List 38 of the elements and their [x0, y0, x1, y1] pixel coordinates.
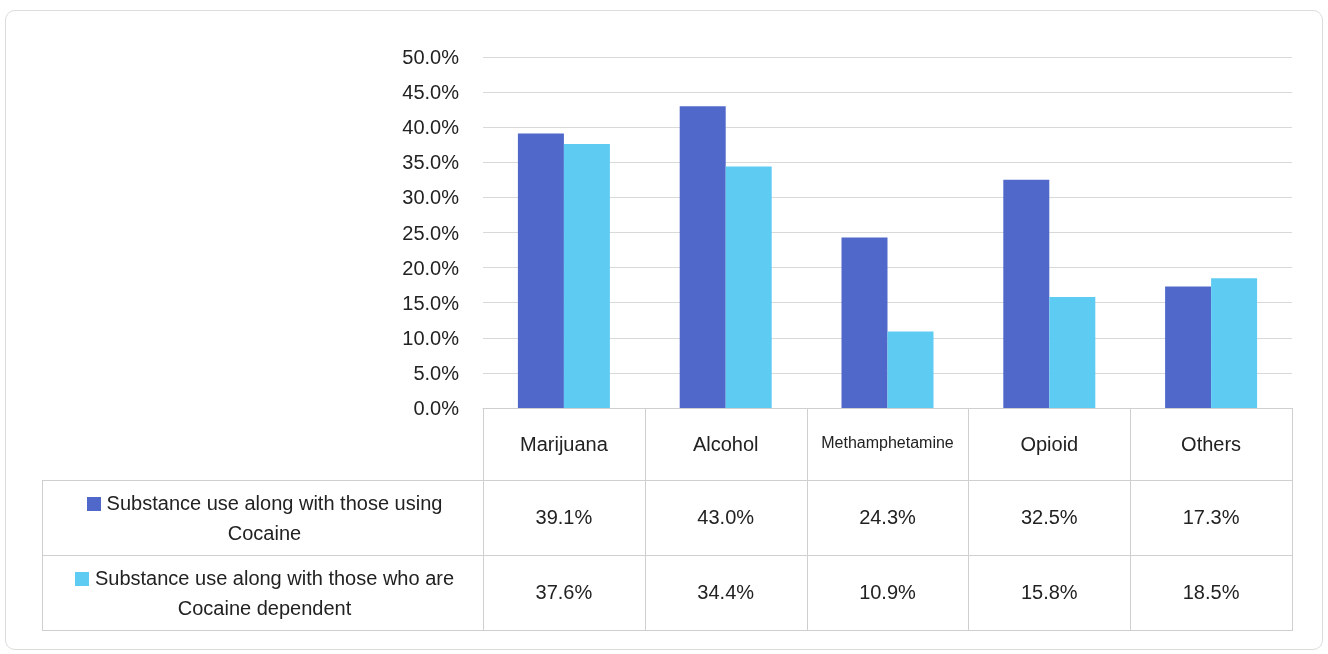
data-label: 34.4% — [696, 580, 756, 605]
bar — [841, 237, 888, 408]
data-label: 32.5% — [1019, 505, 1079, 530]
bar — [563, 144, 610, 408]
bar — [517, 133, 564, 408]
x-tick-label: Methamphetamine — [821, 433, 954, 451]
bar — [1049, 297, 1096, 408]
bar — [1211, 278, 1258, 408]
y-tick-label: 20.0% — [402, 256, 460, 279]
legend-label: Substance use along with those using Cocaine — [106, 491, 443, 544]
bar — [725, 166, 772, 408]
x-tick-label: Marijuana — [519, 433, 609, 455]
y-tick-label: 15.0% — [402, 291, 460, 314]
bar — [887, 331, 934, 408]
data-label: 43.0% — [696, 505, 756, 530]
y-tick-label: 50.0% — [402, 46, 460, 68]
y-tick-label: 0.0% — [413, 397, 460, 419]
y-tick-label: 5.0% — [413, 361, 460, 384]
data-label: 39.1% — [534, 505, 594, 530]
data-label: 37.6% — [534, 580, 594, 605]
x-tick-label: Alcohol — [692, 433, 759, 455]
y-tick-label: 45.0% — [402, 81, 460, 104]
bar — [679, 106, 726, 408]
y-tick-label: 25.0% — [402, 221, 460, 244]
x-tick-label: Opioid — [1020, 433, 1079, 455]
legend-label: Substance use along with those who are Cocaine dependent — [94, 566, 455, 619]
y-tick-label: 10.0% — [402, 326, 460, 349]
data-label: 24.3% — [858, 505, 917, 530]
data-label: 10.9% — [858, 580, 917, 605]
y-tick-label: 35.0% — [402, 151, 460, 174]
bar — [1003, 179, 1050, 408]
y-tick-label: 30.0% — [402, 186, 460, 209]
y-tick-label: 40.0% — [402, 116, 460, 139]
data-label: 18.5% — [1181, 580, 1241, 605]
data-label: 15.8% — [1019, 580, 1079, 605]
x-tick-label: Others — [1181, 433, 1242, 455]
bar — [1165, 286, 1212, 408]
data-label: 17.3% — [1181, 505, 1241, 530]
